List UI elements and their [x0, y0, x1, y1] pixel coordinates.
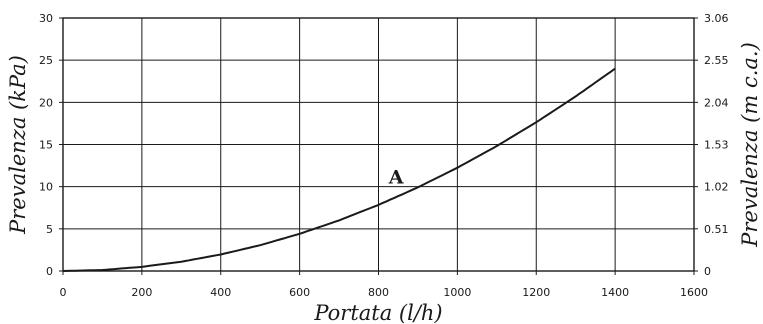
y2-tick-label: 1.53 [704, 139, 729, 152]
y2-tick-label: 1.02 [704, 181, 729, 194]
y-tick-label: 20 [39, 96, 53, 109]
series-line-a [62, 67, 616, 272]
y2-tick-label: 0.51 [704, 223, 729, 236]
y2-tick-label: 2.55 [704, 54, 729, 67]
y2-axis-title: Prevalenza (m c.a.) [738, 42, 762, 248]
x-tick-label: 400 [210, 286, 231, 299]
x-tick-label: 200 [131, 286, 152, 299]
x-axis-title: Portata (l/h) [313, 301, 442, 324]
x-tick-label: 0 [60, 286, 67, 299]
y2-tick-labels: 0 0.51 1.02 1.53 2.04 2.55 3.06 [704, 12, 729, 278]
x-tick-label: 600 [289, 286, 310, 299]
y-tick-label: 25 [39, 54, 53, 67]
y2-tick-label: 3.06 [704, 12, 729, 25]
x-tick-labels: 0 200 400 600 800 1000 1200 1400 1600 [60, 286, 709, 299]
y-axis-title: Prevalenza (kPa) [6, 55, 30, 235]
y-tick-labels: 0 5 10 15 20 25 30 [39, 12, 53, 278]
y-tick-label: 0 [46, 265, 53, 278]
grid-lines [63, 18, 694, 271]
y-tick-label: 10 [39, 181, 53, 194]
y2-tick-label: 0 [704, 265, 711, 278]
y-tick-label: 5 [46, 223, 53, 236]
series-label-a: A [388, 166, 404, 188]
x-tick-label: 1200 [522, 286, 550, 299]
y2-tick-label: 2.04 [704, 96, 729, 109]
x-tick-label: 1000 [443, 286, 471, 299]
y-tick-label: 30 [39, 12, 53, 25]
x-tick-label: 1400 [601, 286, 629, 299]
x-tick-label: 1600 [680, 286, 708, 299]
tick-marks [59, 17, 698, 275]
y-tick-label: 15 [39, 139, 53, 152]
x-tick-label: 800 [368, 286, 389, 299]
